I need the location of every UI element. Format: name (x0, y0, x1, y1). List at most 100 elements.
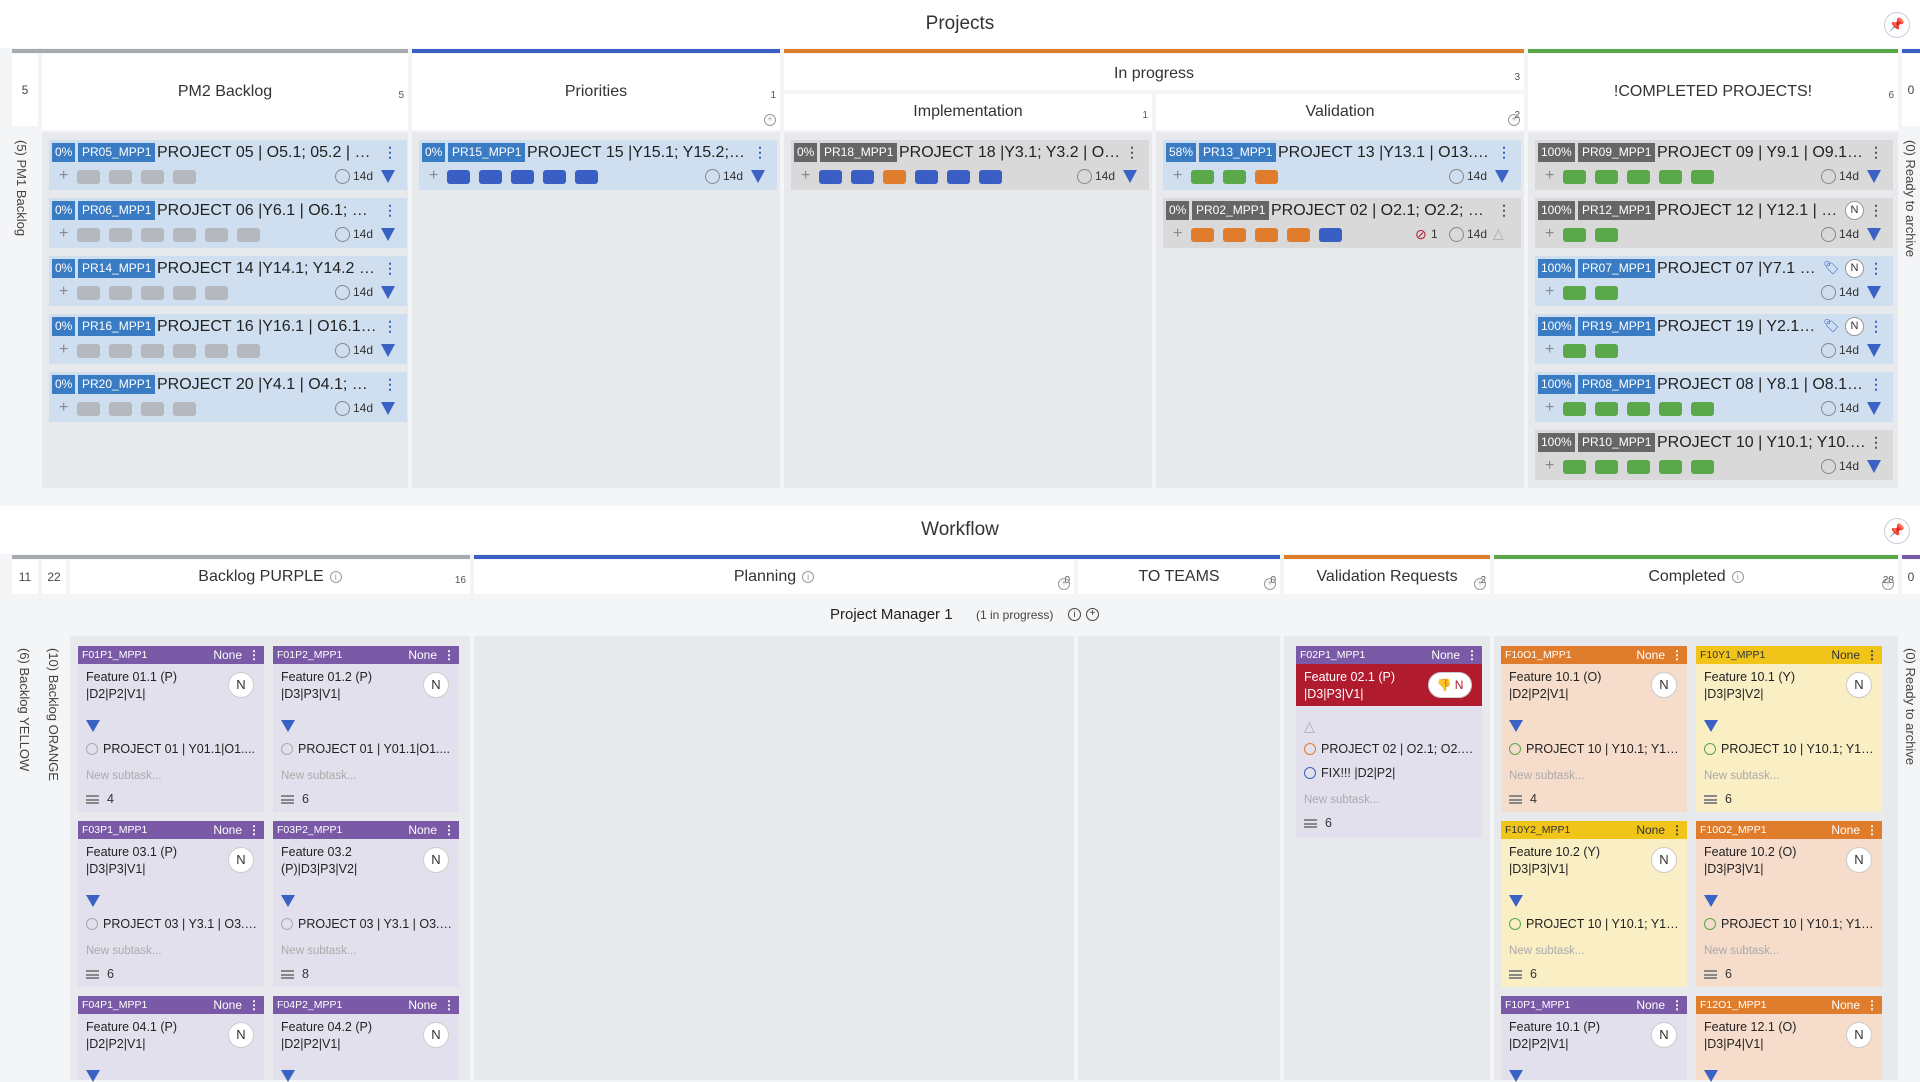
project-card[interactable]: 58% PR13_MPP1 PROJECT 13 |Y13.1 | O13.1 … (1163, 140, 1521, 190)
expand-triangle-icon[interactable] (1704, 720, 1718, 732)
add-column-icon[interactable]: + (1264, 578, 1276, 590)
column-header-validation-requests[interactable]: Validation Requests 2 + (1284, 560, 1490, 594)
more-menu-icon[interactable]: ⋮ (1671, 823, 1683, 837)
parent-project-link[interactable]: PROJECT 01 | Y01.1|O1.... (86, 742, 260, 756)
expand-triangle-icon[interactable] (86, 1070, 100, 1082)
assignee-label[interactable]: None (408, 823, 437, 837)
avatar[interactable]: N (1845, 317, 1864, 336)
assignee-label[interactable]: None (1636, 823, 1665, 837)
more-menu-icon[interactable]: ⋮ (1671, 648, 1683, 662)
avatar[interactable]: N (423, 1022, 449, 1048)
add-task-icon[interactable]: + (59, 341, 69, 358)
assignee-label[interactable]: None (213, 823, 242, 837)
add-task-icon[interactable]: + (59, 167, 69, 184)
project-card[interactable]: 0% PR18_MPP1 PROJECT 18 |Y3.1; Y3.2 | O3… (791, 140, 1149, 190)
add-task-icon[interactable]: + (1545, 457, 1555, 474)
add-task-icon[interactable]: + (1545, 341, 1555, 358)
expand-triangle-icon[interactable] (86, 720, 100, 732)
avatar[interactable]: N (1845, 201, 1864, 220)
project-code[interactable]: PR05_MPP1 (78, 143, 156, 162)
avatar[interactable]: N (1846, 672, 1872, 698)
add-task-icon[interactable]: + (1545, 283, 1555, 300)
more-menu-icon[interactable]: ⋮ (1125, 144, 1139, 160)
assignee-label[interactable]: None (1431, 648, 1460, 662)
feature-code[interactable]: F10O2_MPP1 (1700, 824, 1767, 836)
subcolumn-header-implementation[interactable]: Implementation 1 (784, 94, 1152, 130)
more-menu-icon[interactable]: ⋮ (1866, 648, 1878, 662)
new-subtask-input[interactable]: New subtask... (86, 770, 162, 782)
expand-triangle-icon[interactable] (1867, 460, 1881, 473)
assignee-label[interactable]: None (1831, 648, 1860, 662)
expand-triangle-icon[interactable] (381, 402, 395, 415)
add-task-icon[interactable]: + (801, 167, 811, 184)
expand-triangle-icon[interactable] (1867, 402, 1881, 415)
project-code[interactable]: PR19_MPP1 (1578, 317, 1656, 336)
project-card[interactable]: 0% PR14_MPP1 PROJECT 14 |Y14.1; Y14.2 | … (49, 256, 407, 306)
feature-code[interactable]: F02P1_MPP1 (1300, 649, 1366, 661)
add-task-icon[interactable]: + (1545, 225, 1555, 242)
child-link[interactable]: FIX!!! |D2|P2| (1304, 766, 1478, 780)
project-code[interactable]: PR10_MPP1 (1578, 433, 1656, 452)
feature-card[interactable]: F10Y1_MPP1 None ⋮ Feature 10.1 (Y) |D3|P3|V… (1696, 646, 1882, 812)
assignee-label[interactable]: None (213, 998, 242, 1012)
subcolumn-header-validation[interactable]: Validation 2 + (1156, 94, 1524, 130)
backlog-orange-label[interactable]: (10) Backlog ORANGE (46, 648, 61, 781)
expand-triangle-icon[interactable] (1867, 228, 1881, 241)
more-menu-icon[interactable]: ⋮ (248, 823, 260, 837)
expand-triangle-icon[interactable] (281, 1070, 295, 1082)
expand-triangle-icon[interactable] (281, 720, 295, 732)
new-subtask-input[interactable]: New subtask... (1304, 794, 1380, 806)
feature-code[interactable]: F04P1_MPP1 (82, 999, 148, 1011)
column-header-pm2-backlog[interactable]: PM2 Backlog 5 (42, 54, 408, 130)
avatar[interactable]: N (1846, 1022, 1872, 1048)
assignee-label[interactable]: None (408, 998, 437, 1012)
more-menu-icon[interactable]: ⋮ (1466, 648, 1478, 662)
project-code[interactable]: PR07_MPP1 (1578, 259, 1656, 278)
more-menu-icon[interactable]: ⋮ (1869, 376, 1883, 392)
feature-card[interactable]: F12O1_MPP1 None ⋮ Feature 12.1 (O) |D3|P4|V… (1696, 996, 1882, 1082)
more-menu-icon[interactable]: ⋮ (1869, 144, 1883, 160)
backlog-yellow-label[interactable]: (6) Backlog YELLOW (17, 648, 32, 772)
expand-triangle-icon[interactable] (381, 228, 395, 241)
more-menu-icon[interactable]: ⋮ (248, 998, 260, 1012)
expand-triangle-icon[interactable] (381, 286, 395, 299)
project-code[interactable]: PR15_MPP1 (448, 143, 526, 162)
column-header-backlog-purple[interactable]: Backlog PURPLE i 16 (70, 560, 470, 594)
parent-project-link[interactable]: PROJECT 01 | Y01.1|O1.... (281, 742, 455, 756)
expand-triangle-icon[interactable] (1867, 170, 1881, 183)
column-header-planning[interactable]: Planning i 0 + (474, 560, 1074, 594)
info-icon[interactable]: i (1731, 570, 1744, 583)
project-code[interactable]: PR16_MPP1 (78, 317, 156, 336)
parent-project-link[interactable]: PROJECT 03 | Y3.1 | O3.1... (281, 917, 455, 931)
more-menu-icon[interactable]: ⋮ (1497, 202, 1511, 218)
feature-card[interactable]: F10Y2_MPP1 None ⋮ Feature 10.2 (Y) |D3|P3|V… (1501, 821, 1687, 987)
more-menu-icon[interactable]: ⋮ (383, 376, 397, 392)
project-code[interactable]: PR08_MPP1 (1578, 375, 1656, 394)
add-circle-icon[interactable]: + (1086, 608, 1099, 621)
more-menu-icon[interactable]: ⋮ (383, 144, 397, 160)
feature-card[interactable]: F01P2_MPP1 None ⋮ Feature 01.2 (P) |D3|P3|V… (273, 646, 459, 812)
add-column-icon[interactable]: + (1058, 578, 1070, 590)
project-code[interactable]: PR12_MPP1 (1578, 201, 1656, 220)
add-task-icon[interactable]: + (1173, 167, 1183, 184)
project-code[interactable]: PR14_MPP1 (78, 259, 156, 278)
new-subtask-input[interactable]: New subtask... (1509, 770, 1585, 782)
expand-triangle-icon[interactable] (86, 895, 100, 907)
column-header-completed-projects[interactable]: !COMPLETED PROJECTS! 6 (1528, 54, 1898, 130)
add-task-icon[interactable]: + (59, 225, 69, 242)
feature-code[interactable]: F03P1_MPP1 (82, 824, 148, 836)
feature-card[interactable]: F04P1_MPP1 None ⋮ Feature 04.1 (P) |D2|P2|V… (78, 996, 264, 1082)
more-menu-icon[interactable]: ⋮ (383, 318, 397, 334)
add-task-icon[interactable]: + (59, 283, 69, 300)
expand-triangle-icon[interactable] (381, 170, 395, 183)
more-menu-icon[interactable]: ⋮ (1869, 202, 1883, 218)
avatar[interactable]: N (228, 1022, 254, 1048)
more-menu-icon[interactable]: ⋮ (1866, 823, 1878, 837)
project-card[interactable]: 100% PR08_MPP1 PROJECT 08 | Y8.1 | O8.1;… (1535, 372, 1893, 422)
new-subtask-input[interactable]: New subtask... (86, 945, 162, 957)
more-menu-icon[interactable]: ⋮ (383, 260, 397, 276)
project-card[interactable]: 0% PR15_MPP1 PROJECT 15 |Y15.1; Y15.2; Y… (419, 140, 777, 190)
project-card[interactable]: 100% PR12_MPP1 PROJECT 12 | Y12.1 | O12.… (1535, 198, 1893, 248)
assignee-label[interactable]: None (213, 648, 242, 662)
expand-triangle-icon[interactable] (1704, 1070, 1718, 1082)
